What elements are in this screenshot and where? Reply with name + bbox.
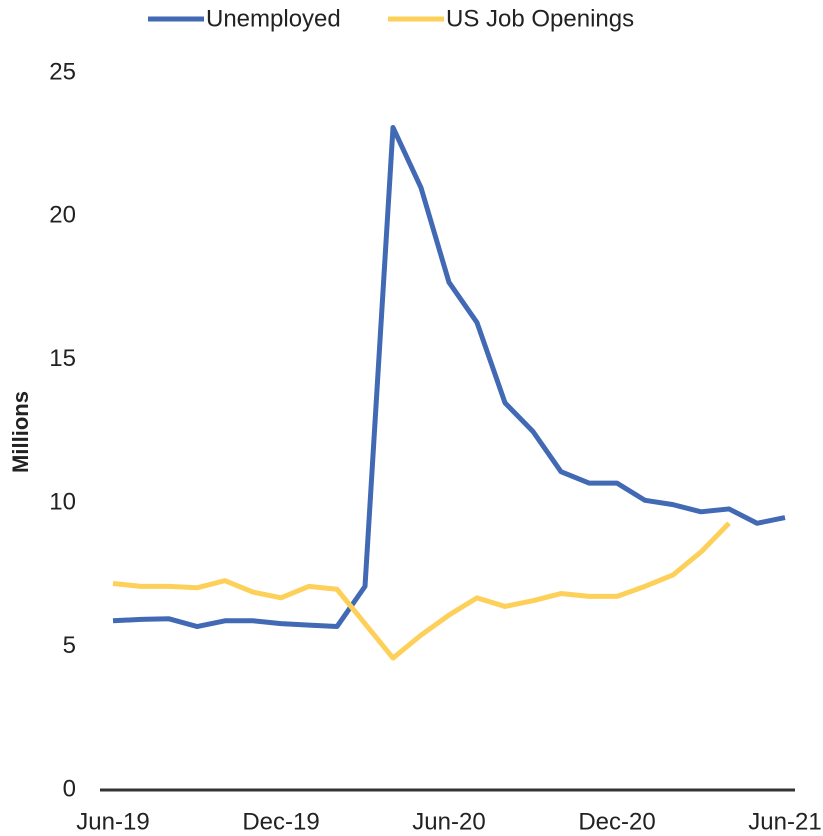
x-tick-label: Dec-20 <box>578 808 655 835</box>
legend-label: US Job Openings <box>446 5 634 32</box>
x-tick-label: Jun-20 <box>412 808 485 835</box>
y-tick-label: 10 <box>49 489 76 516</box>
line-series <box>112 521 731 661</box>
y-axis-label: Millions <box>8 391 33 473</box>
x-tick-label: Jun-21 <box>748 808 821 835</box>
x-tick-label: Dec-19 <box>242 808 319 835</box>
y-tick-label: 20 <box>49 202 76 229</box>
legend-label: Unemployed <box>206 5 341 32</box>
y-tick-label: 25 <box>49 58 76 85</box>
y-tick-label: 5 <box>63 632 76 659</box>
x-tick-label: Jun-19 <box>76 808 149 835</box>
y-tick-label: 15 <box>49 345 76 372</box>
line-series <box>112 124 786 630</box>
y-tick-label: 0 <box>63 775 76 802</box>
